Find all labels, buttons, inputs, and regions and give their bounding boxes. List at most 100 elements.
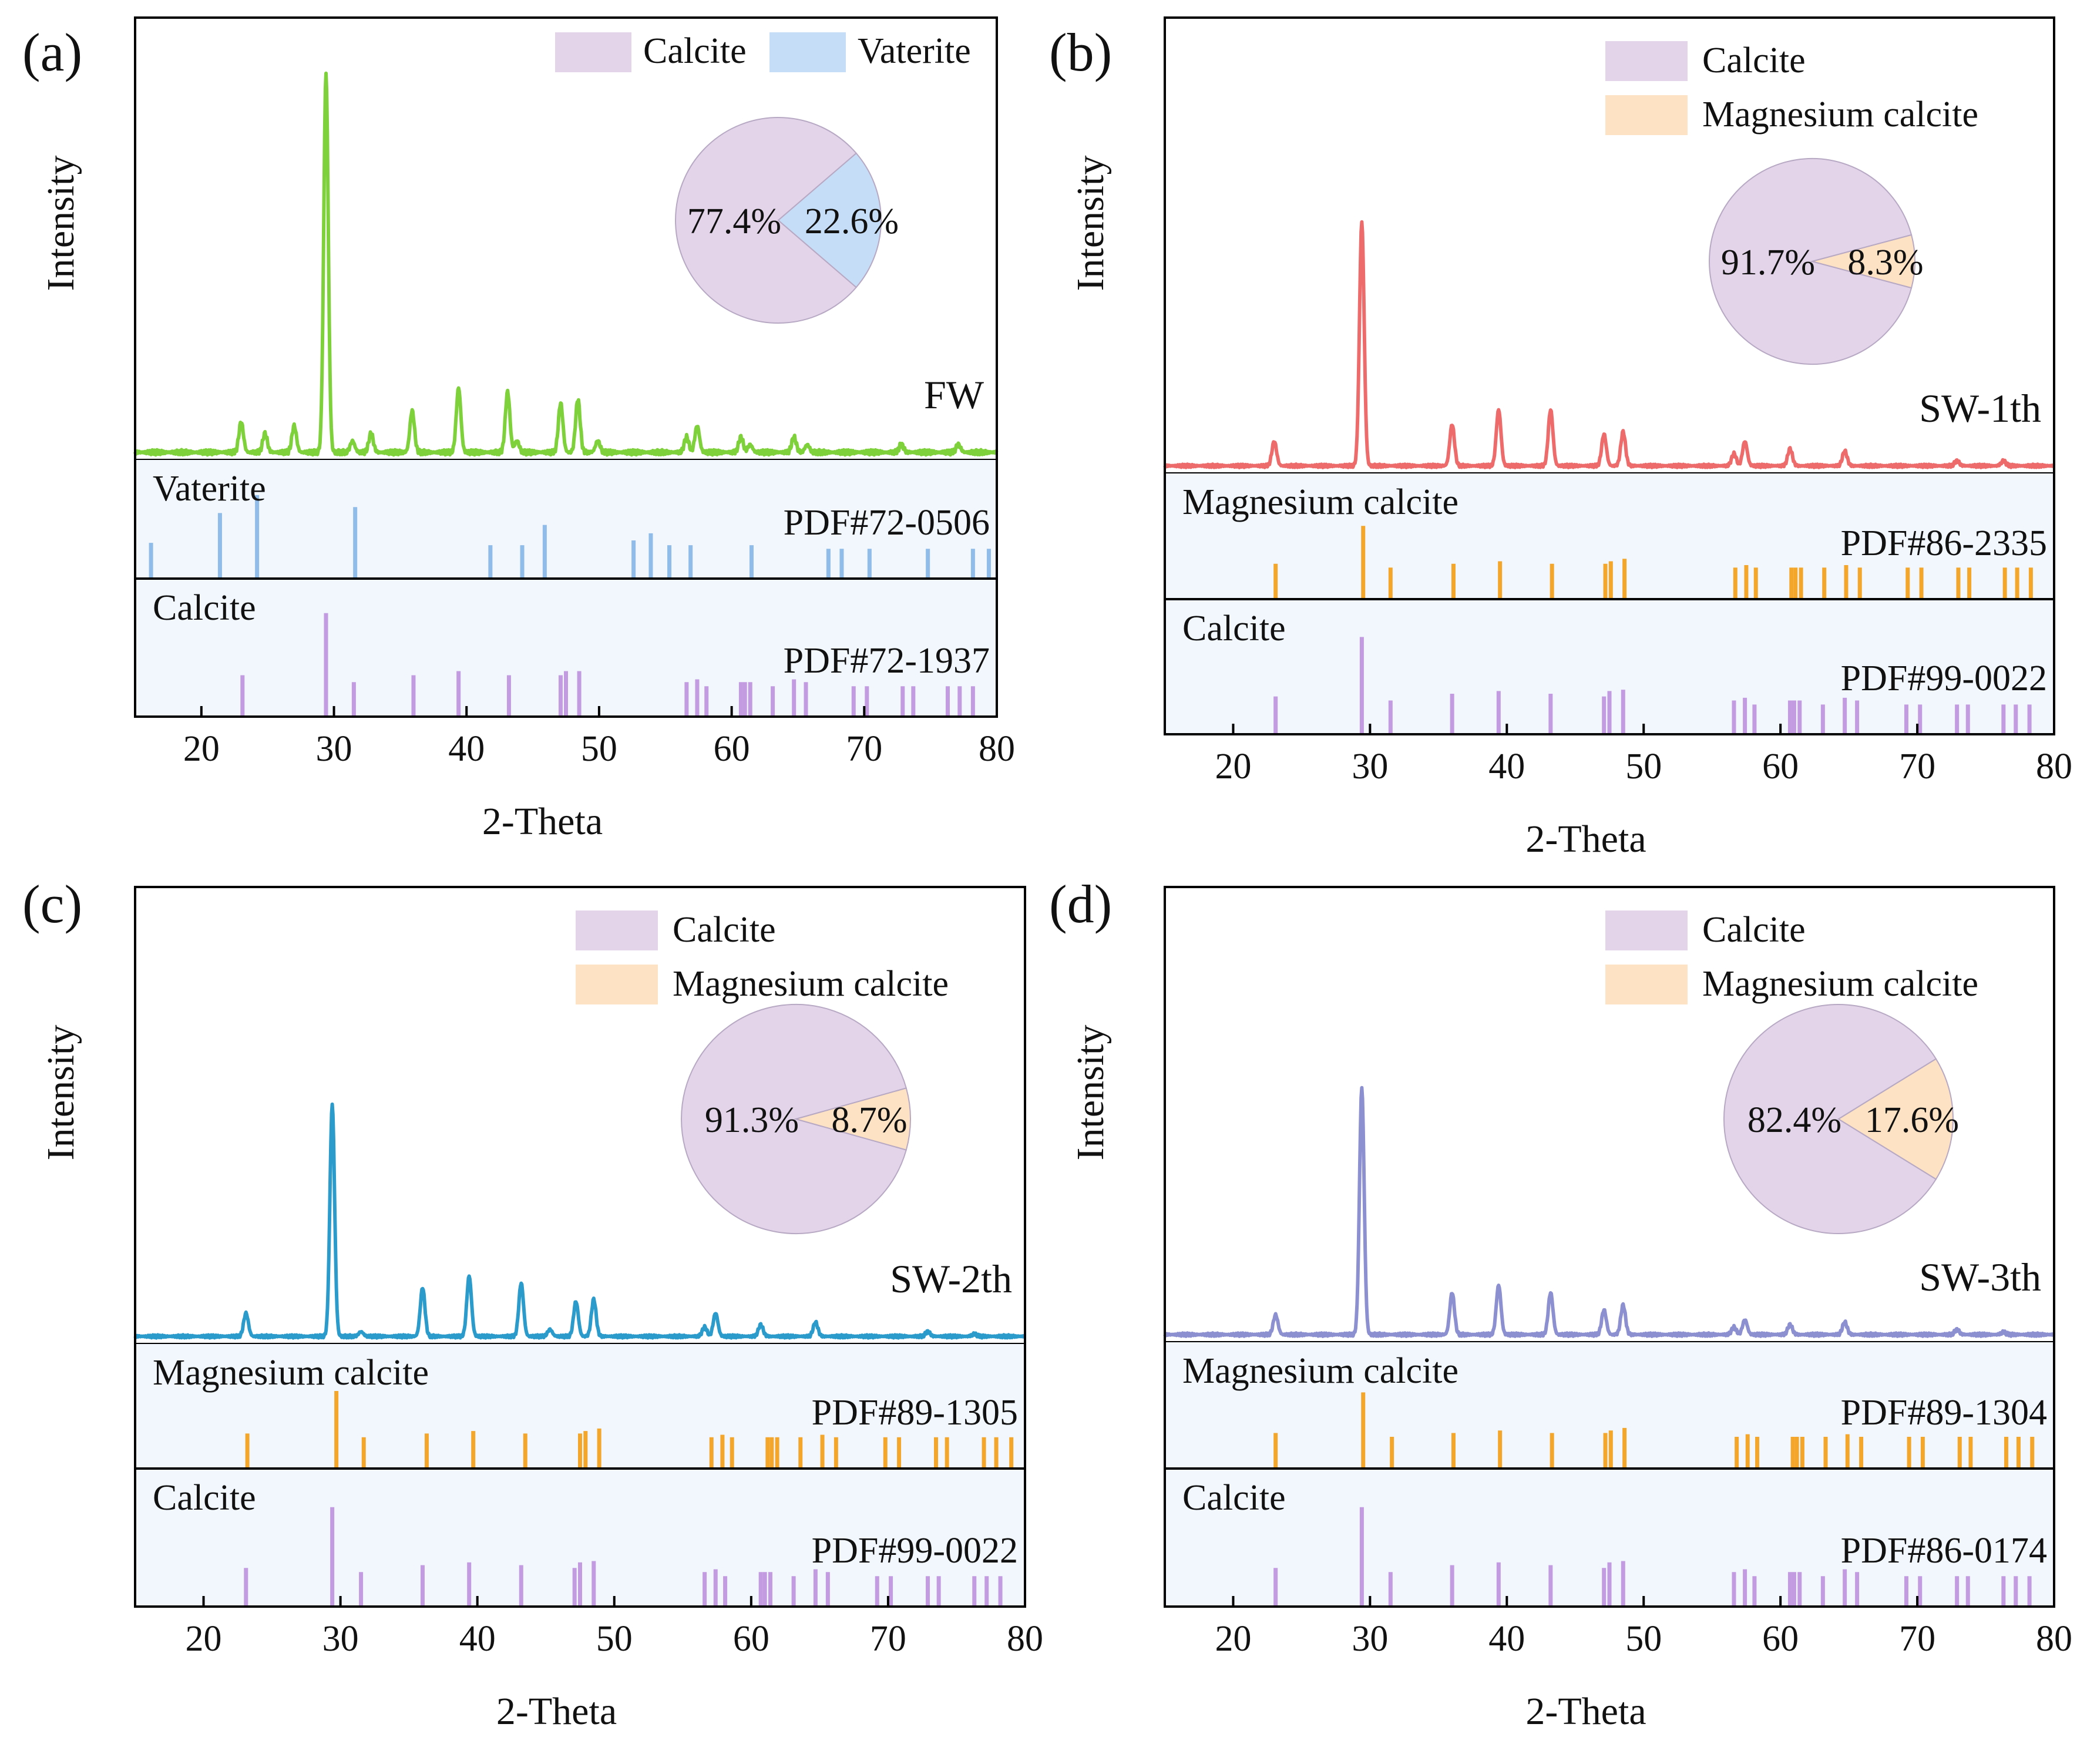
x-tick-label: 40 [448,729,485,769]
x-tick-label: 40 [459,1619,496,1659]
reference-name: Magnesium calcite [153,1353,429,1393]
phase-pie: 91.3% 8.7% [681,1004,912,1234]
x-tick-label: 40 [1488,1619,1525,1659]
legend-label: Magnesium calcite [1702,95,1978,135]
legend-label: Calcite [673,910,776,950]
pie-slice-minor [1837,1058,1954,1180]
legend-swatch [555,32,631,72]
reference-pattern-1: Vaterite PDF#72-0506 [149,469,991,579]
y-axis-label: Intensity [39,156,82,291]
reference-pattern-2: Calcite PDF#72-1937 [153,588,990,717]
xrd-panel-d: Magnesium calcite PDF#89-1304 Calcite PDF#8… [1049,874,2072,1733]
legend-label: Calcite [1702,910,1806,950]
reference-pdf: PDF#89-1305 [812,1393,1018,1433]
legend-swatch [1605,95,1688,135]
plot-frame [1164,16,2055,735]
x-tick-label: 80 [2036,1619,2072,1659]
legend-swatch [576,910,658,950]
y-axis-label: Intensity [1069,156,1112,291]
phase-pie: 91.7% 8.3% [1709,158,1924,365]
reference-pdf: PDF#99-0022 [812,1531,1018,1571]
x-tick-label: 80 [1007,1619,1043,1659]
reference-band-1-bg [135,459,997,579]
legend: Calcite Magnesium calcite [576,910,949,1004]
x-tick-label: 70 [846,729,882,769]
pie-label-major: 91.7% [1721,243,1815,283]
sample-label: SW-1th [1919,386,2041,431]
reference-name: Magnesium calcite [1182,482,1458,522]
x-tick-label: 20 [1215,1619,1251,1659]
legend-swatch [1605,965,1688,1004]
pie-label-major: 91.3% [705,1100,799,1140]
sample-pattern-line [1163,220,2056,469]
xrd-panel-b: Magnesium calcite PDF#86-2335 Calcite PDF#9… [1049,16,2072,861]
sample-pattern-line [133,71,999,457]
legend-label: Calcite [1702,41,1806,80]
x-axis-label: 2-Theta [482,800,603,843]
legend-swatch [1605,910,1688,950]
reference-pdf: PDF#89-1304 [1841,1393,2047,1433]
reference-pattern-1: Magnesium calcite PDF#89-1305 [153,1353,1018,1469]
x-axis-label: 2-Theta [1525,818,1646,861]
phase-pie: 82.4% 17.6% [1723,1004,1959,1234]
pie-label-minor: 22.6% [805,201,899,241]
panel-label: (d) [1049,874,1112,934]
pie-label-minor: 17.6% [1865,1100,1959,1140]
reference-pdf: PDF#86-2335 [1841,523,2047,563]
x-tick-label: 60 [714,729,750,769]
x-axis: 20 30 40 50 60 70 80 [186,1596,1043,1659]
legend: Calcite Vaterite [555,31,971,72]
panel-label: (a) [22,22,82,82]
x-tick-label: 20 [183,729,220,769]
sample-label: SW-3th [1919,1255,2041,1299]
reference-pattern-2: Calcite PDF#99-0022 [153,1478,1018,1607]
x-tick-label: 50 [596,1619,633,1659]
pie-label-minor: 8.7% [831,1100,907,1140]
panel-label: (b) [1049,22,1112,82]
pie-slice-minor [1810,234,1915,289]
x-tick-label: 70 [1899,747,1935,787]
pie-label-major: 82.4% [1747,1100,1841,1140]
pie-slice-minor [794,1087,912,1151]
x-axis: 20 30 40 50 60 70 80 [1215,724,2072,787]
pie-slice-minor [777,152,882,288]
pie-label-minor: 8.3% [1847,243,1923,283]
x-tick-label: 30 [316,729,352,769]
x-axis-label: 2-Theta [496,1690,617,1733]
xrd-panel-c: Magnesium calcite PDF#89-1305 Calcite PDF#9… [22,874,1043,1733]
x-tick-label: 30 [1352,1619,1388,1659]
reference-pdf: PDF#99-0022 [1841,658,2047,698]
legend-swatch [769,32,846,72]
x-tick-label: 60 [1762,747,1799,787]
panel-label: (c) [22,874,82,934]
x-tick-label: 60 [1762,1619,1799,1659]
pie-slice-major [1723,1004,1937,1234]
reference-pdf: PDF#72-1937 [784,641,990,681]
legend-swatch [1605,41,1688,81]
x-tick-label: 30 [1352,747,1388,787]
reference-name: Calcite [153,1478,256,1518]
reference-name: Calcite [1182,609,1286,649]
pie-slice-major [675,117,858,324]
plot-frame [134,886,1026,1608]
reference-pattern-2: Calcite PDF#99-0022 [1182,609,2047,734]
legend-label: Vaterite [858,31,971,71]
x-tick-label: 40 [1488,747,1525,787]
x-axis: 20 30 40 50 60 70 80 [1215,1596,2072,1659]
x-axis: 20 30 40 50 60 70 80 [183,706,1015,769]
y-axis-label: Intensity [39,1025,82,1161]
legend-swatch [576,965,658,1004]
legend-label: Magnesium calcite [673,964,949,1004]
x-tick-label: 30 [322,1619,359,1659]
reference-pattern-1: Magnesium calcite PDF#86-2335 [1182,482,2047,599]
x-tick-label: 50 [1625,747,1662,787]
x-tick-label: 70 [870,1619,906,1659]
plot-frame [1164,886,2055,1608]
x-tick-label: 70 [1899,1619,1935,1659]
reference-name: Calcite [153,588,256,628]
sample-label: SW-2th [890,1256,1012,1301]
sample-pattern-line [1163,1086,2056,1338]
reference-pdf: PDF#86-0174 [1841,1531,2047,1571]
xrd-panel-a: Vaterite PDF#72-0506 Calcite PDF#72-1937 20 3… [22,16,1015,843]
reference-pattern-1: Magnesium calcite PDF#89-1304 [1182,1351,2047,1469]
